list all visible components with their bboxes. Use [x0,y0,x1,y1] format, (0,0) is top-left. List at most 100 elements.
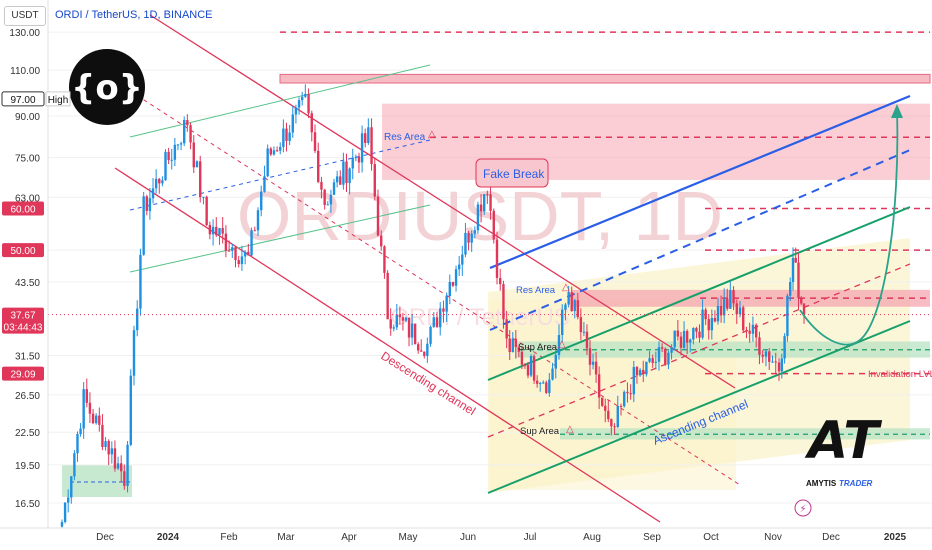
candle [186,114,189,132]
candle-body [82,389,85,429]
candle [623,390,626,408]
candle [707,314,710,340]
candle [367,118,370,145]
candle-body [567,292,570,305]
candle-body [800,298,803,304]
candle-body [439,308,442,328]
candle-body [523,364,527,366]
x-tick-label-2: Feb [220,532,238,543]
candle-body [120,463,123,472]
y-tick-label-3: 26.50 [15,391,40,402]
x-tick-label-12: Dec [822,532,840,543]
chart-title: ORDI / TetherUS, 1D, BINANCE [55,9,213,21]
candle-body [797,262,800,299]
candle [231,243,234,258]
candle-body [470,233,473,243]
candle-body [410,323,414,338]
lightning-icon [794,499,812,517]
candle-body [735,303,738,315]
candle-body [761,354,764,357]
price-badge-label-1: 60.00 [10,204,35,215]
candle [604,398,607,423]
candle-body [729,290,732,309]
candle [726,288,729,311]
candle [660,343,664,353]
candle-body [256,210,260,231]
candle [511,332,514,353]
candle [716,297,720,325]
candle [573,298,576,319]
candle [145,194,148,216]
candle [579,308,583,341]
candle [410,313,414,346]
candle [120,455,123,483]
candle-body [429,326,432,344]
candle-body [698,331,701,338]
candle-body [535,380,539,384]
candle-body [670,347,673,353]
candle [73,450,76,481]
price-badge-sub-3: 03:44:43 [4,323,43,334]
candle-body [413,323,417,345]
candle [768,348,771,371]
candle [98,407,101,432]
candle [713,310,717,323]
candle [326,201,329,206]
candle-body [499,277,502,285]
candle-body [266,148,269,177]
time-axis [0,528,932,550]
candle [151,178,155,204]
candle-body [339,176,342,185]
candle-body [732,290,735,304]
candle [294,104,298,124]
candle-body [667,352,670,365]
candle [173,137,177,167]
candle-body [224,233,228,251]
candle-body [676,330,680,337]
candle-body [104,441,107,447]
candle [542,380,545,384]
candle [386,270,389,320]
candle-body [645,361,648,375]
candle-body [502,284,505,320]
candle-body [777,362,781,372]
candle-body [348,168,351,184]
candle [777,357,781,381]
candle-body [554,354,557,369]
candle [771,355,774,363]
candle [370,118,373,171]
candle [82,382,85,439]
candle [557,324,561,360]
descending-mid [109,77,741,486]
candle-body [291,114,294,133]
candle [432,311,435,328]
x-tick-label-8: Aug [583,532,601,543]
candle [142,192,145,256]
candle-body [260,191,263,211]
candle [735,299,738,325]
currency-button[interactable]: USDT [4,6,46,26]
candle [389,308,392,336]
candle [638,368,642,377]
candle-body [234,247,237,261]
candle-body [136,308,139,331]
candle-body [492,210,495,240]
candle [94,413,98,425]
candle-body [442,308,445,312]
candle-body [638,369,642,376]
candle [505,310,508,349]
candle [129,369,132,447]
candle-body [532,356,536,381]
candle [442,300,445,323]
candle-body [576,300,580,318]
price-badge-3 [2,307,44,334]
candle [499,268,502,291]
candle-body [600,397,604,406]
candle-body [635,367,639,376]
candle [439,302,442,336]
candle [695,326,698,339]
candle [263,165,266,193]
annotation-2: Res Area [516,285,556,296]
